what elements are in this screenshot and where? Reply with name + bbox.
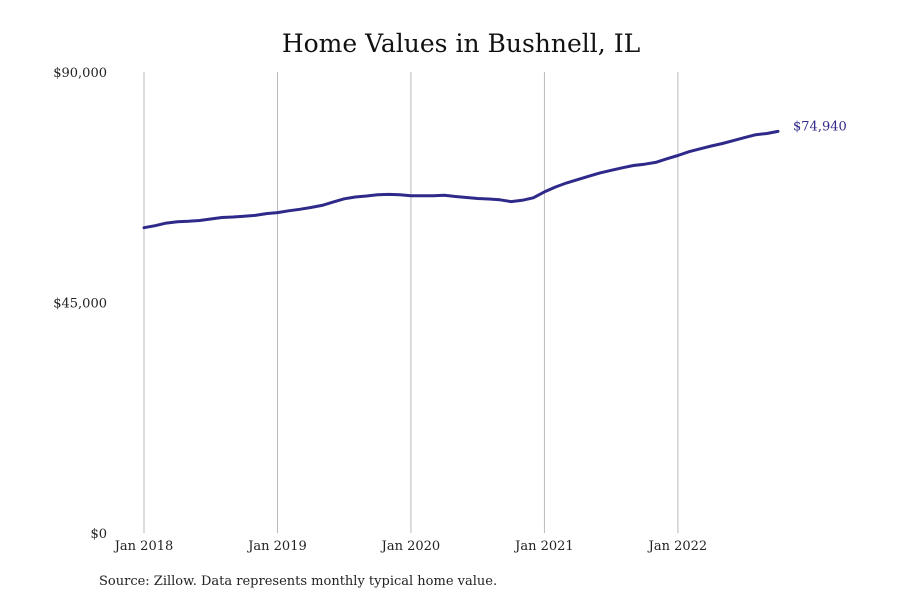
series-layer [142, 129, 780, 230]
x-tick-label: Jan 2021 [513, 539, 574, 554]
source-note: Source: Zillow. Data represents monthly … [99, 574, 497, 589]
chart-title: Home Values in Bushnell, IL [282, 29, 640, 58]
x-tick-label: Jan 2020 [380, 539, 441, 554]
y-tick-label: $0 [90, 527, 107, 542]
x-axis-ticks: Jan 2018 Jan 2019 Jan 2020 Jan 2021 Jan 2022 [113, 539, 707, 554]
x-tick-label: Jan 2018 [113, 539, 174, 554]
series-line [142, 129, 780, 230]
y-tick-label: $45,000 [53, 297, 107, 312]
gridlines [143, 72, 679, 533]
end-value-label: $74,940 [793, 119, 847, 134]
x-tick-label: Jan 2019 [246, 539, 307, 554]
y-axis-ticks: $0 $45,000 $90,000 [53, 66, 107, 542]
x-tick-label: Jan 2022 [647, 539, 708, 554]
y-tick-label: $90,000 [53, 66, 107, 81]
